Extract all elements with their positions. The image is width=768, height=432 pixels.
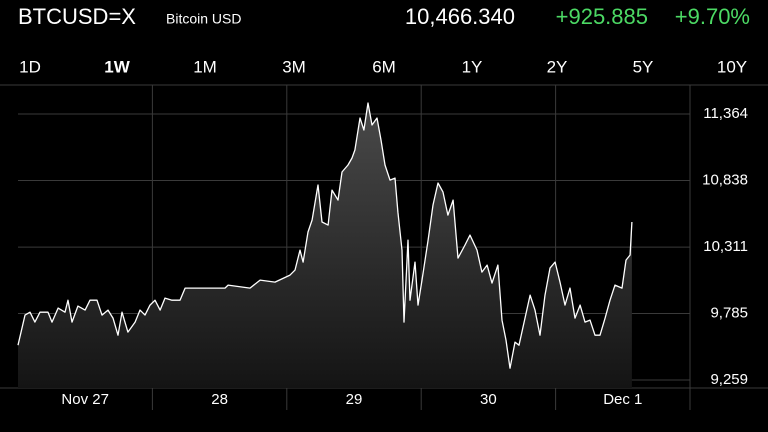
range-tab[interactable]: 6M (372, 57, 396, 76)
price: 10,466.340 (405, 4, 515, 29)
range-tab[interactable]: 1D (19, 57, 41, 76)
range-tabs: 1D 1W 1M 3M 6M 1Y 2Y 5Y 10Y (19, 57, 747, 76)
range-tab[interactable]: 3M (282, 57, 306, 76)
change: +925.885 (556, 4, 648, 29)
x-tick-label: Dec 1 (603, 391, 642, 408)
x-tick-label: 29 (346, 391, 363, 408)
change-percent: +9.70% (675, 4, 750, 29)
area (18, 103, 632, 388)
plot: 11,364 10,838 10,311 9,785 9,259 Nov 27 28 29 30… (0, 84, 768, 410)
x-tick-label: 30 (480, 391, 497, 408)
y-tick-label: 10,838 (702, 171, 748, 188)
y-tick-label: 9,785 (710, 305, 748, 322)
company-name: Bitcoin USD (166, 11, 241, 27)
range-tab[interactable]: 10Y (717, 57, 747, 76)
range-tab[interactable]: 1W (104, 57, 130, 76)
y-tick-label: 9,259 (710, 371, 748, 388)
y-tick-label: 10,311 (703, 238, 748, 255)
range-tab[interactable]: 1M (193, 57, 217, 76)
x-tick-label: Nov 27 (61, 391, 109, 408)
range-tab[interactable]: 2Y (547, 57, 568, 76)
symbol: BTCUSD=X (18, 4, 136, 29)
range-tab[interactable]: 5Y (633, 57, 654, 76)
price-line (17, 102, 633, 369)
range-tab[interactable]: 1Y (462, 57, 483, 76)
y-tick-label: 11,364 (703, 105, 748, 122)
x-tick-label: 28 (211, 391, 228, 408)
